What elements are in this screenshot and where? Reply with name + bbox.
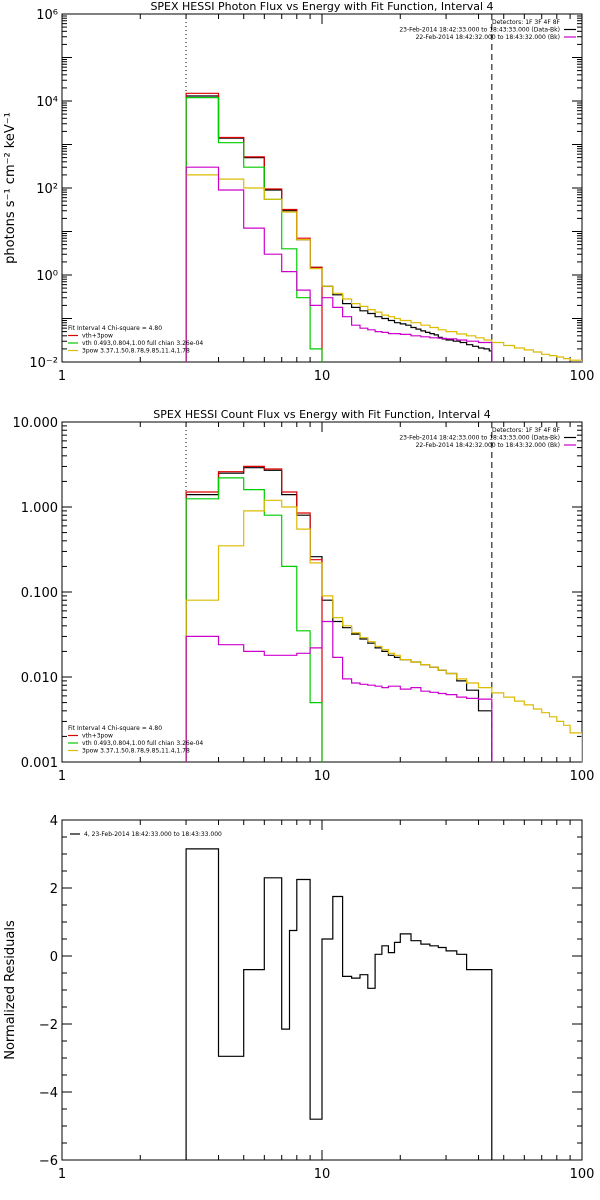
series-c000000 [185, 95, 493, 362]
y-tick-label: −6 [39, 1154, 58, 1169]
y-tick-label: 0.010 [21, 671, 58, 686]
series-3pow [185, 174, 582, 362]
x-tick-label: 100 [570, 1167, 595, 1182]
y-tick-label: 10⁰ [36, 269, 58, 284]
legend-tr-text: 22-Feb-2014 18:42:32.000 to 18:43:32.000… [416, 34, 560, 41]
legend-bl-text: Fit Interval 4 Chi-square = 4.80 [68, 725, 162, 732]
y-tick-label: 10⁻² [29, 356, 58, 371]
y-tick-label: −4 [39, 1086, 58, 1101]
legend-tr-text: 23-Feb-2014 18:42:33.000 to 18:43:33.000… [399, 435, 560, 442]
chart-title: SPEX HESSI Photon Flux vs Energy with Fi… [150, 0, 493, 13]
y-tick-label: 10⁶ [36, 8, 58, 23]
y-tick-label: 2 [50, 882, 58, 897]
legend-bl-text: 3pow 3.37,1.50,8.78,9.85,11.4,1.78 [82, 748, 190, 755]
legend-bl-text: 3pow 3.37,1.50,8.78,9.85,11.4,1.78 [82, 348, 190, 355]
y-tick-label: 0 [50, 950, 58, 965]
chart-title: SPEX HESSI Count Flux vs Energy with Fit… [153, 408, 490, 421]
chart-resid: 1 10 100 −6 −4 −2 0 2 4 Normalized Residuals 4, 23… [3, 814, 594, 1182]
y-tick-label: 4 [50, 814, 58, 829]
y-tick-label: −2 [39, 1018, 58, 1033]
legend-tl-text: 4, 23-Feb-2014 18:42:33.000 to 18:43:33.… [84, 831, 222, 838]
legend-bl-text: vth+3pow [82, 733, 113, 740]
legend-tr-text: Detectors: 1F 3F 4F 8F [492, 19, 561, 26]
y-tick-label: 10.000 [13, 416, 59, 431]
series-group [185, 465, 582, 762]
y-tick-label: 0.100 [21, 586, 58, 601]
series-group [185, 92, 582, 362]
legend-bl-text: vth+3pow [82, 333, 113, 340]
legend-tr-text: Detectors: 1F 3F 4F 8F [492, 427, 561, 434]
legend-tr-text: 22-Feb-2014 18:42:32.000 to 18:43:32.000… [416, 442, 560, 449]
x-tick-label: 10 [314, 769, 331, 784]
legend-bl-text: vth 0.493,0.804,1.00 full chian 3.26e-04 [82, 740, 203, 747]
chart-count: SPEX HESSI Count Flux vs Energy with Fit… [13, 408, 595, 784]
chart-photon: SPEX HESSI Photon Flux vs Energy with Fi… [3, 0, 594, 384]
x-tick-label: 10 [314, 369, 331, 384]
y-tick-label: 10² [36, 182, 58, 197]
x-tick-label: 1 [58, 369, 66, 384]
series-ccc00cc [185, 166, 493, 362]
legend-tr-text: 23-Feb-2014 18:42:33.000 to 18:43:33.000… [399, 27, 560, 34]
series-vth [185, 97, 323, 362]
y-tick-label: 10⁴ [36, 95, 58, 110]
series-vth [185, 477, 323, 762]
y-tick-label: 1.000 [21, 501, 58, 516]
legend-bl-text: Fit Interval 4 Chi-square = 4.80 [68, 325, 162, 332]
x-tick-label: 100 [570, 369, 595, 384]
x-tick-label: 1 [58, 769, 66, 784]
y-axis-label: photons s⁻¹ cm⁻² keV⁻¹ [3, 112, 18, 264]
series-3pow [185, 499, 582, 762]
x-tick-label: 100 [570, 769, 595, 784]
y-axis-label: Normalized Residuals [3, 920, 18, 1060]
series-ccc00cc [185, 620, 493, 762]
y-tick-label: 0.001 [21, 756, 58, 771]
series-c000000 [185, 467, 493, 762]
series-c000000 [185, 848, 493, 1160]
legend-bl-text: vth 0.493,0.804,1.00 full chian 3.26e-04 [82, 340, 203, 347]
x-tick-label: 1 [58, 1167, 66, 1182]
x-tick-label: 10 [314, 1167, 331, 1182]
series-group [185, 848, 493, 1160]
